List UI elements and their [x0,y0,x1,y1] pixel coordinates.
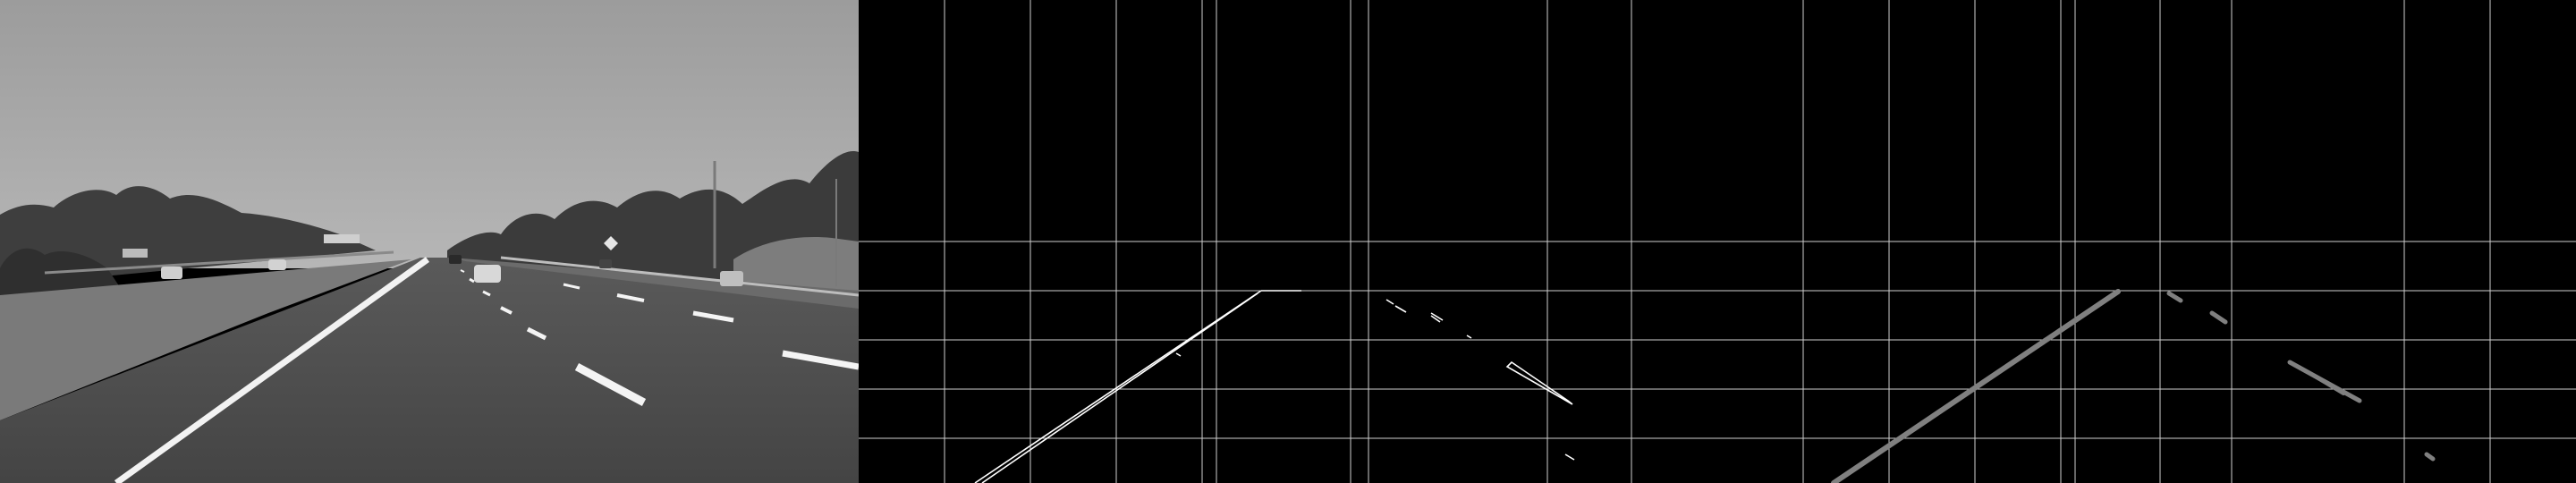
vehicles [161,255,743,286]
edge-segments [974,290,1575,483]
edge-map-image [859,0,1717,483]
hough-segments [1831,289,2436,483]
grid-lines [859,0,1717,483]
guardrail-left [44,250,394,275]
roadside-left [0,259,411,420]
road-surface [0,258,859,483]
guardrail-right [500,256,859,297]
road-scene-image [0,0,859,483]
grayscale-road-photo [0,0,859,483]
roadside-signs [123,161,837,286]
lane-line-solid-left [114,257,430,483]
grid-lines [1717,0,2576,483]
hough-line-segments [1717,0,2576,483]
hough-lines-image [1717,0,2576,483]
canny-edge-map [859,0,1717,483]
shoulder-right [452,258,859,309]
hillside-right [733,237,859,295]
lane-dashes-right [460,269,859,406]
